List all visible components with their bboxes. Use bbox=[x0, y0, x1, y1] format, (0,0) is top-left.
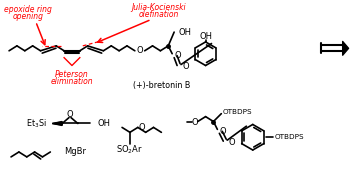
Text: OH: OH bbox=[98, 119, 111, 128]
Text: O: O bbox=[137, 46, 143, 55]
Text: OTBDPS: OTBDPS bbox=[222, 109, 252, 115]
Text: O: O bbox=[228, 138, 235, 147]
Text: SO$_2$Ar: SO$_2$Ar bbox=[117, 144, 144, 156]
Text: elimination: elimination bbox=[51, 77, 93, 86]
Text: MgBr: MgBr bbox=[64, 147, 86, 156]
Text: olefination: olefination bbox=[138, 10, 178, 19]
Text: opening: opening bbox=[12, 12, 43, 21]
Polygon shape bbox=[52, 122, 62, 125]
Text: Peterson: Peterson bbox=[55, 70, 89, 79]
Text: (+)-bretonin B: (+)-bretonin B bbox=[133, 81, 190, 90]
Text: OTBDPS: OTBDPS bbox=[274, 134, 304, 140]
Text: O: O bbox=[191, 118, 198, 127]
Polygon shape bbox=[52, 122, 62, 125]
Text: O: O bbox=[219, 127, 226, 136]
Text: Julia-Kocienski: Julia-Kocienski bbox=[131, 3, 186, 12]
Text: O: O bbox=[138, 123, 145, 132]
Text: O: O bbox=[67, 110, 73, 119]
Text: Et$_3$Si: Et$_3$Si bbox=[26, 117, 46, 130]
Text: O: O bbox=[174, 51, 181, 60]
Text: O: O bbox=[182, 62, 189, 71]
Text: epoxide ring: epoxide ring bbox=[4, 5, 52, 14]
Text: OH: OH bbox=[199, 32, 212, 40]
Text: OH: OH bbox=[178, 28, 191, 37]
